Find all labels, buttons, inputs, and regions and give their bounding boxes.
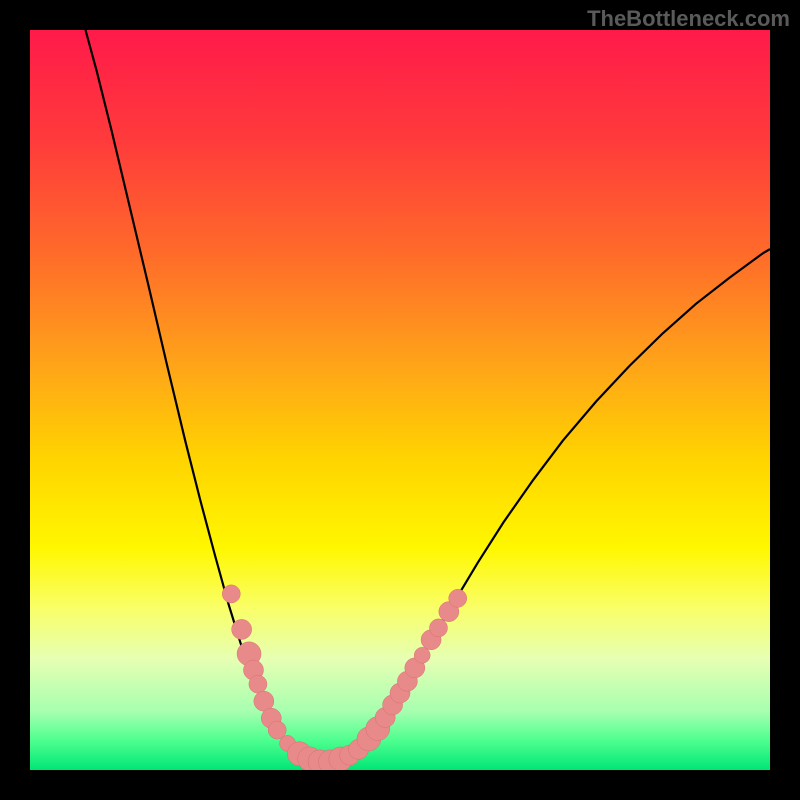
- chart-overlay: [30, 30, 770, 770]
- marker-dot: [414, 647, 430, 663]
- marker-dot: [429, 619, 447, 637]
- marker-dot: [222, 585, 240, 603]
- marker-dot: [449, 589, 467, 607]
- marker-dot: [232, 619, 252, 639]
- chart-area: [30, 30, 770, 770]
- watermark-text: TheBottleneck.com: [587, 6, 790, 32]
- marker-dots: [222, 585, 466, 770]
- marker-dot: [249, 675, 267, 693]
